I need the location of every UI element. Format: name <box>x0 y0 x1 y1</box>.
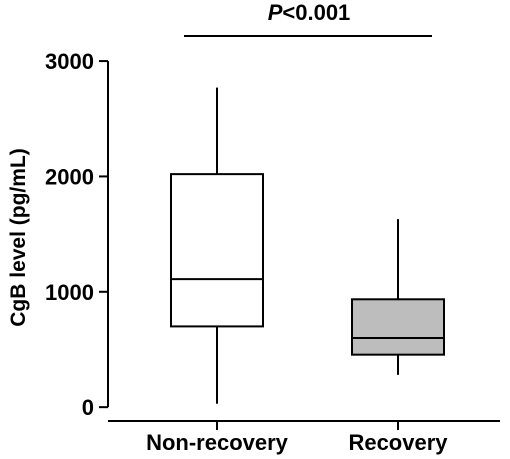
x-ticks: Non-recovery Recovery <box>146 421 448 455</box>
box-iqr <box>351 298 445 356</box>
boxes <box>170 87 445 404</box>
significance-annotation: P<0.001 <box>184 0 432 37</box>
p-value-label: P<0.001 <box>268 0 351 25</box>
y-tick-label: 2000 <box>45 164 94 189</box>
x-axis: Non-recovery Recovery <box>108 420 500 455</box>
y-axis: 0 1000 2000 3000 CgB level (pg/mL) <box>7 49 109 420</box>
y-tick-label: 0 <box>82 395 94 420</box>
x-tick-label: Recovery <box>348 430 448 455</box>
y-ticks: 0 1000 2000 3000 <box>45 49 108 420</box>
x-tick-label: Non-recovery <box>146 430 289 455</box>
y-tick-label: 1000 <box>45 280 94 305</box>
y-tick-label: 3000 <box>45 49 94 74</box>
p-value: <0.001 <box>282 0 350 25</box>
p-symbol: P <box>268 0 283 25</box>
box-non-recovery <box>170 87 264 404</box>
box-iqr <box>170 173 264 328</box>
y-axis-label: CgB level (pg/mL) <box>7 148 30 327</box>
box-recovery <box>351 219 445 375</box>
